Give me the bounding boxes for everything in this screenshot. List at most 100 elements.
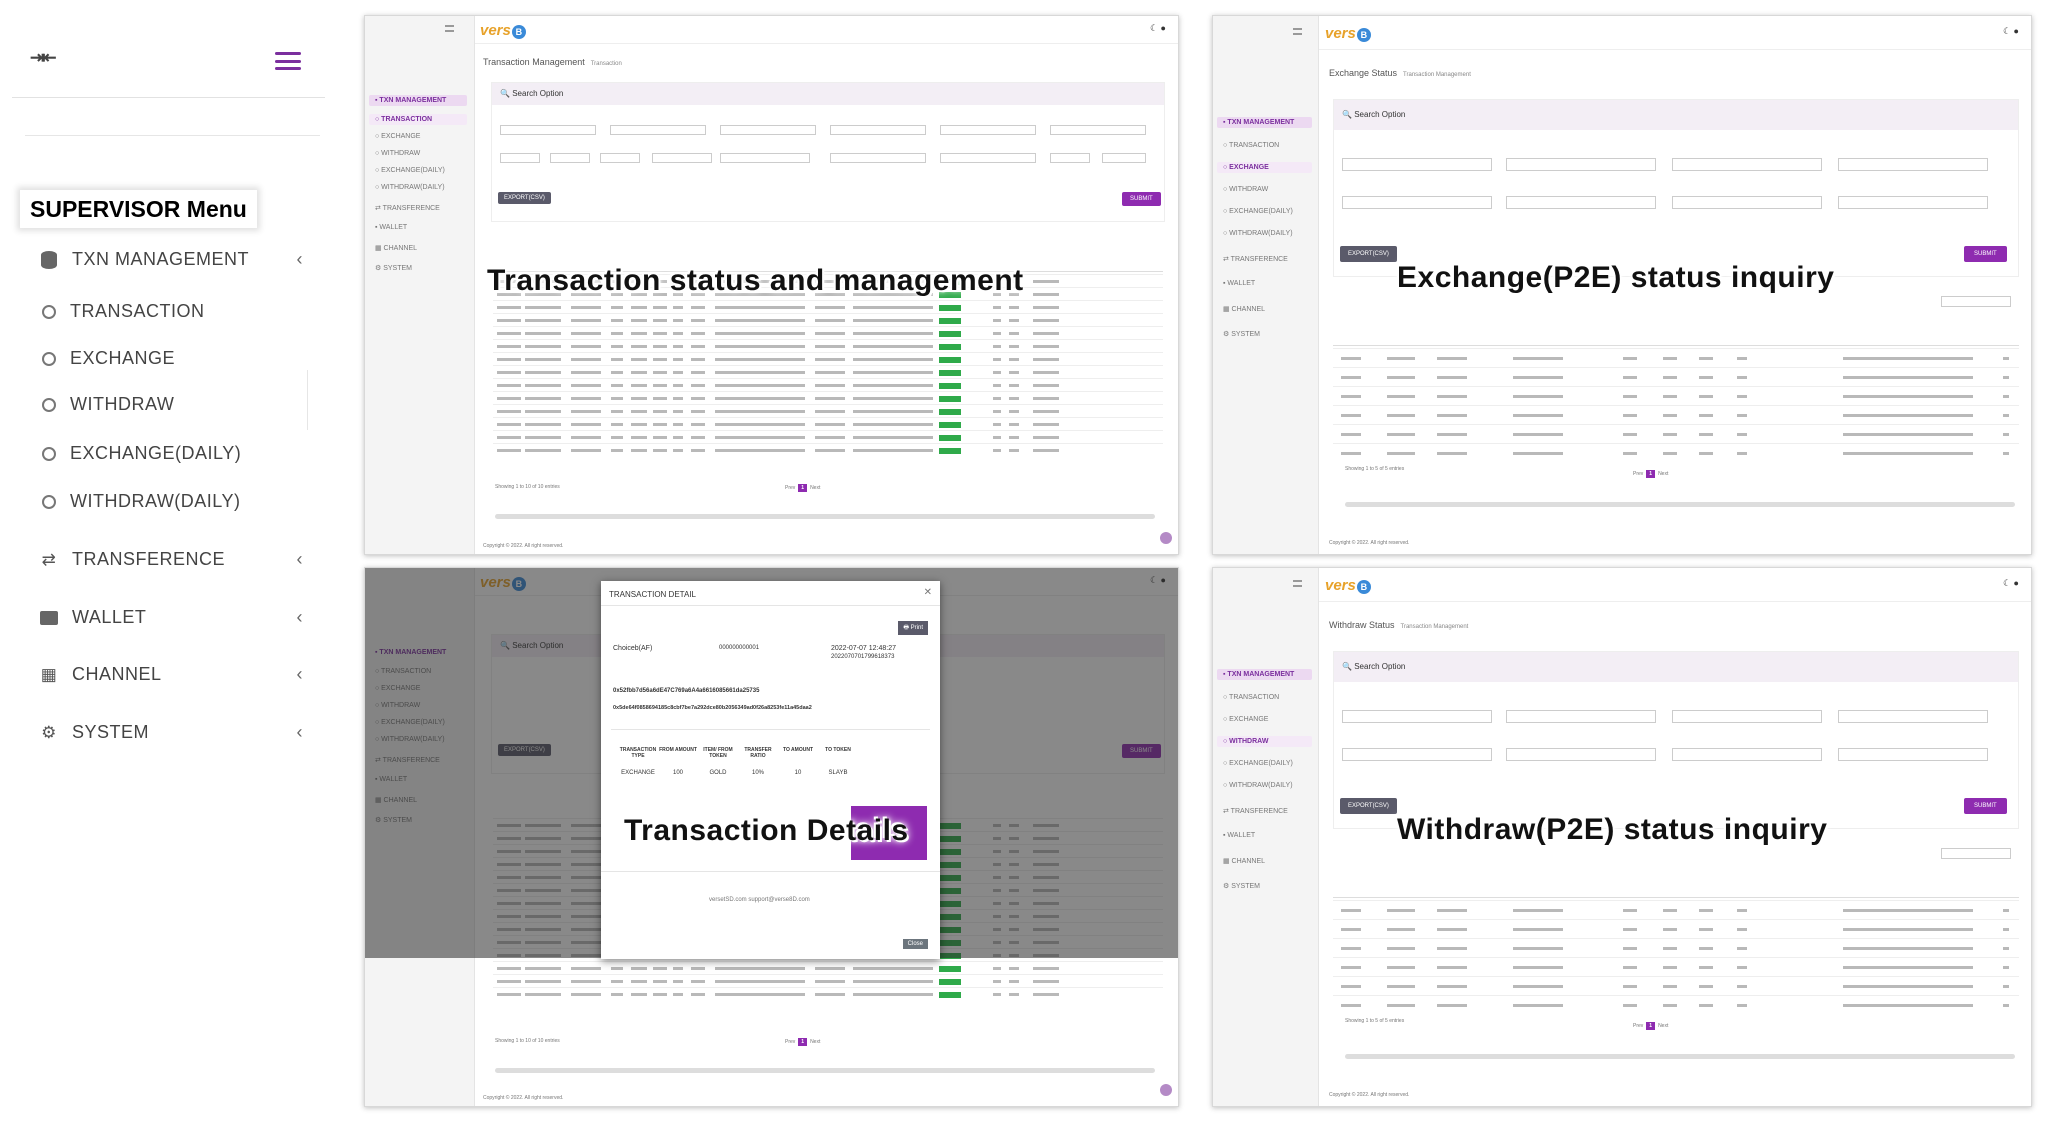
panel-menu-item[interactable]: ○ WITHDRAW(DAILY) (375, 184, 445, 191)
print-button[interactable]: 🖶 Print (898, 621, 928, 635)
customer-user-id-field[interactable] (652, 153, 712, 163)
menu-item-channel[interactable]: ▦ CHANNEL ‹ (38, 664, 303, 685)
export-csv-button[interactable]: EXPORT(CSV) (498, 192, 551, 204)
collapse-sidebar-icon[interactable]: ⇥⇤ (30, 48, 56, 67)
horizontal-scrollbar[interactable] (1345, 1054, 2015, 1059)
search-option-header[interactable]: 🔍 Search Option (1334, 100, 2018, 130)
item-point-select[interactable] (1672, 748, 1822, 761)
hamburger-menu-icon[interactable] (275, 52, 301, 70)
panel-menu-item[interactable]: ○ TRANSACTION (375, 116, 433, 123)
panel-menu-item[interactable]: ⇄ TRANSFERENCE (1223, 808, 1288, 815)
panel-menu-item[interactable]: ○ WITHDRAW (1223, 738, 1269, 745)
hamburger-icon[interactable] (1293, 28, 1302, 35)
token-select[interactable] (1838, 196, 1988, 209)
start-date-field[interactable] (1342, 710, 1492, 723)
panel-menu-item[interactable]: ○ WITHDRAW(DAILY) (1223, 782, 1293, 789)
sub-channel-select[interactable] (1050, 125, 1146, 135)
theme-user-icons[interactable]: ☾ ● (1149, 23, 1166, 33)
panel-menu-item[interactable]: ⚙ SYSTEM (375, 265, 413, 272)
panel-menu-item[interactable]: ○ WITHDRAW(DAILY) (1223, 230, 1293, 237)
theme-user-icons[interactable]: ☾ ● (2002, 26, 2019, 36)
pagination[interactable]: Prev 1 Next (1633, 1022, 1669, 1030)
hamburger-icon[interactable] (1293, 580, 1302, 587)
panel-menu-item[interactable]: ○ EXCHANGE (375, 133, 421, 140)
end-date-field[interactable] (720, 125, 816, 135)
pagination[interactable]: Prev 1 Next (1633, 470, 1669, 478)
hamburger-icon[interactable] (445, 25, 454, 32)
end-date-field[interactable] (1506, 158, 1656, 171)
end-date-field[interactable] (1506, 710, 1656, 723)
customer-user-id-field[interactable] (1342, 748, 1492, 761)
to-token-select[interactable] (600, 153, 640, 163)
txid-field[interactable] (940, 153, 1036, 163)
export-csv-button[interactable]: EXPORT(CSV) (1340, 798, 1397, 814)
from-token-select[interactable] (550, 153, 590, 163)
sub-channel-select[interactable] (1838, 710, 1988, 723)
submenu-item-exchange[interactable]: EXCHANGE (42, 348, 175, 369)
filter-field[interactable] (1941, 296, 2011, 307)
submit-button[interactable]: SUBMIT (1122, 192, 1161, 206)
status-select[interactable] (1050, 153, 1090, 163)
start-date-field[interactable] (610, 125, 706, 135)
menu-item-system[interactable]: ⚙ SYSTEM ‹ (38, 722, 303, 743)
period-select[interactable] (500, 125, 596, 135)
horizontal-scrollbar[interactable] (1345, 502, 2015, 507)
panel-menu-item[interactable]: ▦ CHANNEL (375, 245, 418, 252)
item-point-select[interactable] (1672, 196, 1822, 209)
pagination[interactable]: Prev 1 Next (785, 484, 821, 492)
channel-name-select[interactable] (1672, 158, 1822, 171)
panel-menu-item[interactable]: ⚙ SYSTEM (1223, 331, 1261, 338)
close-icon[interactable]: ✕ (923, 587, 932, 598)
start-date-field[interactable] (1342, 158, 1492, 171)
scroll-top-icon[interactable] (1160, 1084, 1172, 1096)
channel-name-select[interactable] (1672, 710, 1822, 723)
withdraw-address-field[interactable] (1506, 748, 1656, 761)
panel-menu-item[interactable]: ▪ WALLET (1223, 280, 1256, 287)
panel-menu-item[interactable]: ▪ TXN MANAGEMENT (1223, 671, 1295, 678)
search-option-header[interactable]: 🔍 Search Option (1334, 652, 2018, 682)
theme-user-icons[interactable]: ☾ ● (2002, 578, 2019, 588)
submenu-item-withdraw-daily[interactable]: WITHDRAW(DAILY) (42, 491, 240, 512)
channel-select[interactable] (940, 125, 1036, 135)
token-select[interactable] (1838, 748, 1988, 761)
item-point-select[interactable] (500, 153, 540, 163)
customer-request-id-field[interactable] (720, 153, 810, 163)
panel-menu-item[interactable]: ⇄ TRANSFERENCE (375, 205, 440, 212)
sub-channel-select[interactable] (1838, 158, 1988, 171)
panel-menu-item[interactable]: ▦ CHANNEL (1223, 858, 1266, 865)
search-option-header[interactable]: 🔍 Search Option (492, 83, 1164, 105)
panel-menu-item[interactable]: ○ EXCHANGE(DAILY) (1223, 760, 1293, 767)
menu-item-txn-management[interactable]: TXN MANAGEMENT ‹ (38, 249, 303, 270)
panel-menu-item[interactable]: ▦ CHANNEL (1223, 306, 1266, 313)
panel-menu-item[interactable]: ○ TRANSACTION (1223, 142, 1280, 149)
panel-menu-item[interactable]: ▪ TXN MANAGEMENT (375, 97, 447, 104)
exchange-address-field[interactable] (830, 153, 926, 163)
filter-field[interactable] (1941, 848, 2011, 859)
submenu-item-transaction[interactable]: TRANSACTION (42, 301, 205, 322)
to-address-field[interactable] (1506, 196, 1656, 209)
panel-menu-item[interactable]: ○ EXCHANGE(DAILY) (1223, 208, 1293, 215)
panel-menu-item[interactable]: ○ EXCHANGE(DAILY) (375, 167, 445, 174)
panel-menu-item[interactable]: ▪ WALLET (375, 224, 408, 231)
panel-menu-item[interactable]: ▪ WALLET (1223, 832, 1256, 839)
panel-menu-item[interactable]: ○ TRANSACTION (1223, 694, 1280, 701)
submit-button[interactable]: SUBMIT (1964, 246, 2007, 262)
submenu-item-exchange-daily[interactable]: EXCHANGE(DAILY) (42, 443, 241, 464)
submenu-item-withdraw[interactable]: WITHDRAW (42, 394, 174, 415)
menu-item-wallet[interactable]: WALLET ‹ (38, 607, 303, 628)
panel-menu-item[interactable]: ○ WITHDRAW (375, 150, 421, 157)
horizontal-scrollbar[interactable] (495, 514, 1155, 519)
customer-user-id-field[interactable] (1342, 196, 1492, 209)
panel-menu-item[interactable]: ▪ TXN MANAGEMENT (1223, 119, 1295, 126)
scroll-top-icon[interactable] (1160, 532, 1172, 544)
panel-menu-item[interactable]: ○ WITHDRAW (1223, 186, 1269, 193)
close-button[interactable]: Close (902, 939, 928, 949)
panel-menu-item[interactable]: ○ EXCHANGE (1223, 164, 1269, 171)
response-code-field[interactable] (1102, 153, 1146, 163)
horizontal-scrollbar[interactable] (495, 1068, 1155, 1073)
menu-item-transference[interactable]: ⇄ TRANSFERENCE ‹ (38, 549, 303, 570)
transaction-type-select[interactable] (830, 125, 926, 135)
submit-button[interactable]: SUBMIT (1964, 798, 2007, 814)
export-csv-button[interactable]: EXPORT(CSV) (1340, 246, 1397, 262)
panel-menu-item[interactable]: ⚙ SYSTEM (1223, 883, 1261, 890)
